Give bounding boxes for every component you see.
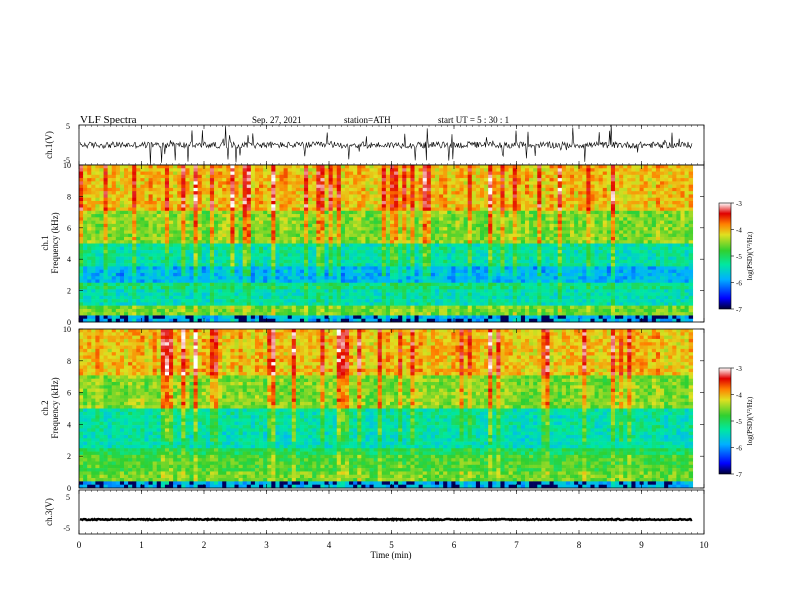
ch2-spec-yticks: 0 2 4 6 8 10 [63,325,704,493]
ch1-colorbar-label: log(PSD)(V²/Hz) [746,231,754,280]
start-time-label: start UT = 5 : 30 : 1 [438,115,509,125]
ch2-colorbar-label: log(PSD)(V²/Hz) [746,396,754,445]
ch1-spectrogram-panel: ch.1 Frequency (kHz) 0 2 4 6 8 10 [40,161,705,327]
freq-tick-label: 6 [67,389,71,398]
ch2-colorbar: -3 -4 -5 -6 -7 log(PSD)(V²/Hz) [718,365,754,479]
figure-title: VLF Spectra [80,114,137,126]
freq-tick-label: 6 [67,224,71,233]
time-axis-label: Time (min) [371,550,412,560]
colorbar-tick-label: -4 [736,227,742,235]
time-tick-label: 2 [202,540,207,550]
colorbar-tick-label: -6 [736,445,742,453]
colorbar-tick-label: -7 [736,471,742,479]
freq-tick-label: 8 [67,192,71,201]
ch1-wave-tick-top: 5 [66,122,70,131]
date-label: Sep. 27, 2021 [252,115,302,125]
time-tick-label: 8 [577,540,582,550]
colorbar-tick-label: -5 [736,418,742,426]
time-tick-label: 4 [327,540,332,550]
ch1-wave-tick-bottom: -5 [63,156,70,165]
colorbar-tick-label: -3 [736,365,742,373]
time-tick-label: 7 [514,540,519,550]
ch1-spec-channel-label: ch.1 [40,235,50,250]
ch1-colorbar: -3 -4 -5 -6 -7 log(PSD)(V²/Hz) [718,200,754,314]
ch1-colorbar-ticks: -3 -4 -5 -6 -7 [731,200,742,314]
freq-tick-label: 0 [67,318,71,327]
ch3-wave-tick-top: 5 [66,493,70,502]
colorbar-tick-label: -3 [736,200,742,208]
ch1-waveform-panel: ch.1(V) 5 -5 [44,122,705,166]
time-tick-label: 6 [452,540,457,550]
ch3-waveform-panel: ch.3(V) 5 -5 [44,489,705,535]
ch2-spec-ylabel: Frequency (kHz) [50,377,60,438]
freq-tick-label: 0 [67,484,71,493]
station-label: station=ATH [344,115,391,125]
freq-tick-label: 4 [67,255,71,264]
ch1-waveform-line [79,124,693,165]
ch1-waveform-ylabel: ch.1(V) [44,131,54,159]
ch2-colorbar-ticks: -3 -4 -5 -6 -7 [731,365,742,479]
time-tick-label: 0 [77,540,82,550]
ch2-spectrogram-cells [79,329,694,489]
freq-tick-label: 10 [63,325,71,334]
freq-tick-label: 10 [63,161,71,170]
time-axis: 0 1 2 3 4 5 6 7 8 9 10 [77,125,709,550]
freq-tick-label: 8 [67,357,71,366]
time-tick-label: 3 [264,540,269,550]
time-tick-label: 10 [700,540,710,550]
time-tick-label: 5 [389,540,394,550]
ch3-waveform-line [79,517,693,522]
ch3-waveform-ylabel: ch.3(V) [44,498,54,526]
ch3-wave-tick-bottom: -5 [63,524,70,533]
freq-tick-label: 2 [67,452,71,461]
freq-tick-label: 4 [67,420,71,429]
time-tick-label: 1 [139,540,144,550]
time-tick-label: 9 [639,540,644,550]
colorbar-tick-label: -4 [736,392,742,400]
colorbar-tick-label: -6 [736,280,742,288]
ch2-spec-channel-label: ch.2 [40,400,50,415]
colorbar-tick-label: -7 [736,306,742,314]
ch1-spectrogram-cells [79,165,694,323]
ch1-spec-yticks: 0 2 4 6 8 10 [63,161,704,327]
colorbar-tick-label: -5 [736,253,742,261]
ch2-spectrogram-panel: ch.2 Frequency (kHz) 0 2 4 6 8 10 [40,325,705,493]
freq-tick-label: 2 [67,287,71,296]
ch1-spec-ylabel: Frequency (kHz) [50,212,60,273]
